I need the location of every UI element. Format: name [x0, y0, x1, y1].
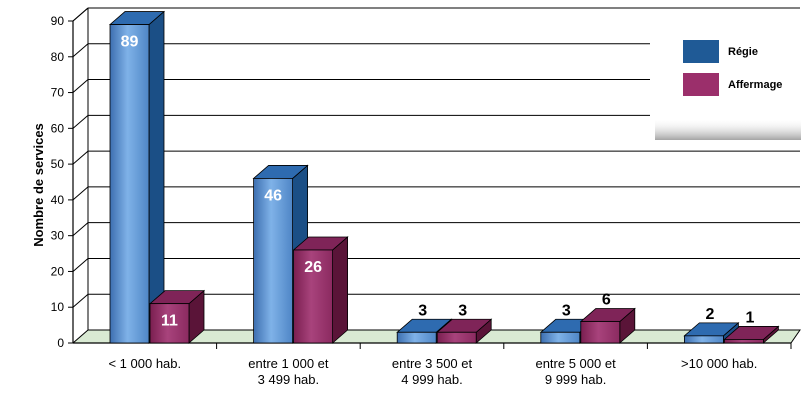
category-label: 4 999 hab.	[401, 372, 462, 387]
bar-front	[253, 178, 294, 344]
y-tick-label: 20	[51, 264, 65, 278]
legend-label-affermage: Affermage	[728, 79, 782, 91]
bar-0-0	[108, 10, 166, 344]
gridline-depth	[72, 186, 89, 201]
bar-front	[436, 331, 477, 344]
y-tick-labels: 0 10 20 30 40 50 60 70 80 90	[51, 14, 65, 350]
category-label: entre 3 500 et	[392, 356, 473, 371]
category-label: entre 1 000 et	[248, 356, 329, 371]
category-label: 3 499 hab.	[258, 372, 319, 387]
y-tick-label: 70	[51, 86, 65, 100]
gridline-depth	[72, 114, 89, 129]
bar-front	[109, 24, 150, 344]
legend-swatch-regie	[683, 40, 719, 63]
bar-1-3	[579, 307, 636, 344]
y-tick-label: 60	[51, 121, 65, 135]
category-label: >10 000 hab.	[681, 356, 757, 371]
legend-box	[650, 28, 801, 120]
gridline-depth	[72, 79, 89, 93]
legend: Régie Affermage	[650, 28, 801, 140]
data-label: 11	[161, 313, 178, 330]
data-label: 26	[304, 259, 322, 276]
y-tick-label: 50	[51, 157, 65, 171]
bar-1-2	[436, 318, 493, 344]
category-labels: < 1 000 hab. entre 1 000 et3 499 hab. entr…	[108, 356, 757, 387]
y-tick-label: 40	[51, 193, 65, 207]
data-label: 2	[705, 306, 714, 323]
gridline-depth	[72, 293, 89, 308]
bar-1-0	[148, 289, 206, 344]
y-axis-label: Nombre de services	[31, 123, 46, 247]
bar-front	[580, 321, 621, 344]
bars	[108, 10, 780, 344]
bar-front	[293, 249, 334, 344]
legend-swatch-affermage	[683, 73, 719, 96]
gridline-depth	[72, 150, 89, 165]
category-label: 9 999 hab.	[545, 372, 606, 387]
bar-front	[396, 331, 437, 344]
gridline-depth	[72, 222, 89, 237]
data-label: 6	[602, 292, 611, 309]
bar-front	[149, 303, 190, 344]
category-label: < 1 000 hab.	[108, 356, 181, 371]
axis-top-depth	[72, 7, 89, 22]
legend-shadow	[655, 118, 801, 140]
gridline-depth	[72, 43, 89, 58]
bar-front	[684, 335, 724, 344]
axes	[68, 7, 792, 349]
bar-front	[540, 331, 581, 344]
legend-label-regie: Régie	[728, 46, 758, 58]
bar-side	[332, 236, 349, 344]
gridline-depth	[72, 258, 89, 272]
y-tick-label: 80	[51, 50, 65, 64]
bar-front	[724, 339, 764, 344]
category-label: entre 5 000 et	[535, 356, 616, 371]
data-labels: 89 11 46 26 3 3 3 6 2 1	[121, 34, 755, 330]
y-tick-label: 0	[57, 336, 64, 350]
bar-1-1	[292, 236, 349, 344]
bar-1-4	[723, 325, 780, 344]
y-tick-label: 90	[51, 14, 65, 28]
data-label: 3	[458, 302, 467, 319]
data-label: 46	[264, 187, 282, 204]
data-label: 1	[745, 309, 754, 326]
y-tick-label: 10	[51, 300, 65, 314]
data-label: 3	[562, 302, 571, 319]
y-tick-label: 30	[51, 229, 65, 243]
data-label: 3	[418, 302, 427, 319]
data-label: 89	[121, 34, 139, 51]
